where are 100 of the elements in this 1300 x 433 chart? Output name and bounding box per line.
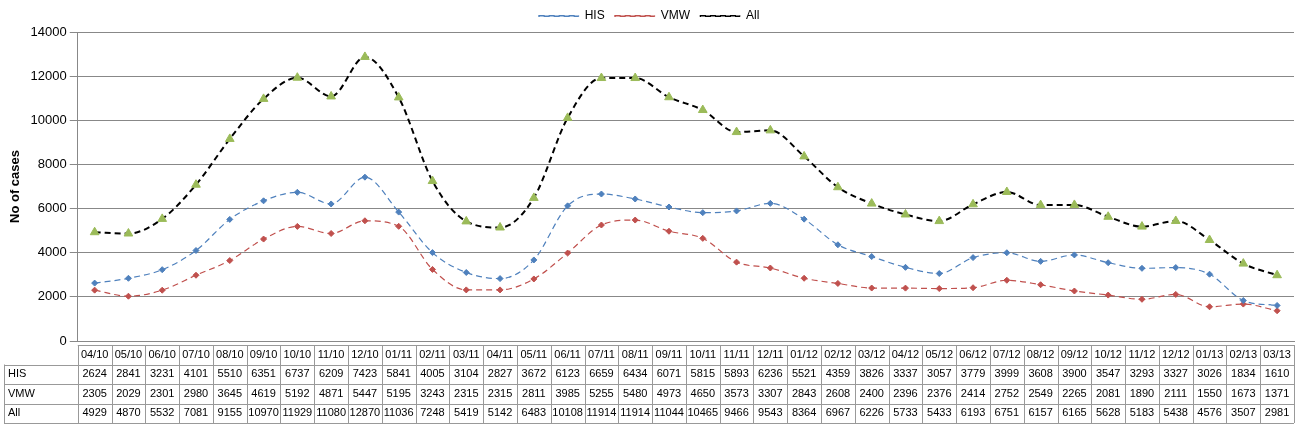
point [1003, 276, 1011, 284]
data-label: 5893 [724, 367, 749, 380]
x-tick-label: 07/11 [588, 347, 615, 360]
point [665, 203, 673, 211]
data-label: 9543 [758, 406, 783, 419]
data-label: 5195 [386, 386, 411, 399]
point [800, 215, 808, 223]
data-label: 3672 [521, 367, 547, 380]
data-label: 2301 [149, 386, 175, 399]
point [631, 216, 639, 224]
data-label: 11914 [620, 406, 651, 419]
x-tick-label: 03/13 [1263, 347, 1291, 360]
data-label: 5192 [285, 386, 310, 399]
data-label: 5532 [149, 406, 175, 419]
data-label: 2549 [1028, 386, 1053, 399]
point [1070, 251, 1078, 259]
x-tick-label: 01/12 [790, 347, 818, 360]
x-tick-label: 07/10 [182, 347, 210, 360]
data-label: 3231 [149, 367, 175, 380]
point [834, 241, 842, 249]
data-label: 1834 [1231, 367, 1256, 380]
data-label: 4619 [251, 386, 276, 399]
data-label: 3826 [859, 367, 884, 380]
point [1273, 307, 1281, 315]
data-label: 3999 [994, 367, 1020, 380]
y-tick-label: 10000 [30, 111, 67, 127]
y-tick-label: 14000 [30, 23, 67, 39]
point [1104, 291, 1112, 299]
data-label: 3645 [217, 386, 243, 399]
point [462, 286, 470, 294]
data-label: 1550 [1197, 386, 1222, 399]
data-label: 6967 [825, 406, 851, 419]
data-label: 2315 [487, 386, 513, 399]
data-label: 3507 [1231, 406, 1256, 419]
data-label: 3307 [758, 386, 783, 399]
data-label: 3779 [960, 367, 986, 380]
x-tick-label: 05/11 [520, 347, 548, 360]
x-tick-label: 06/11 [554, 347, 581, 360]
data-label: 6737 [285, 367, 310, 380]
data-label: 2396 [893, 386, 918, 399]
data-label: 5419 [454, 406, 479, 419]
point [293, 188, 301, 196]
data-label: 6236 [758, 367, 783, 380]
data-label: 5815 [690, 367, 716, 380]
data-label: 2029 [116, 386, 141, 399]
y-tick-label: 6000 [37, 200, 67, 216]
data-label: 6351 [251, 367, 276, 380]
data-label: 5510 [217, 367, 243, 380]
data-label: 10970 [248, 406, 279, 419]
data-label: 2081 [1095, 386, 1121, 399]
data-label: 11929 [282, 406, 313, 419]
data-label: 5255 [589, 386, 614, 399]
x-tick-label: 12/12 [1161, 347, 1190, 360]
point [1138, 295, 1146, 303]
point [935, 270, 943, 278]
point [260, 235, 268, 243]
point [124, 274, 132, 282]
data-label: 11044 [654, 406, 684, 419]
point [733, 258, 741, 266]
data-label: 2827 [487, 367, 513, 380]
x-tick-label: 03/11 [452, 347, 480, 360]
point [631, 195, 639, 203]
point [1104, 259, 1112, 267]
point [91, 286, 99, 294]
point [564, 249, 572, 257]
x-tick-label: 06/12 [959, 347, 987, 360]
data-label: 1673 [1231, 386, 1256, 399]
data-label: 2400 [859, 386, 884, 399]
data-label: 4359 [825, 367, 851, 380]
data-label: 6483 [521, 406, 547, 419]
y-tick-label: 0 [59, 332, 67, 348]
point [665, 227, 673, 235]
x-tick-label: 12/11 [756, 347, 784, 360]
data-label: 6071 [656, 367, 682, 380]
point [969, 254, 977, 262]
point [1172, 264, 1180, 272]
x-tick-label: 09/11 [655, 347, 683, 360]
data-label: 7248 [420, 406, 445, 419]
data-label: 12870 [349, 406, 381, 419]
point [901, 263, 909, 271]
data-label: 6226 [859, 406, 884, 419]
point [496, 286, 504, 294]
point [462, 268, 470, 276]
data-label: 1890 [1129, 386, 1155, 399]
data-label: 2811 [522, 386, 546, 399]
point [1003, 249, 1011, 257]
data-label: 3985 [555, 386, 580, 399]
data-label: 3337 [893, 367, 918, 380]
data-label: 5433 [927, 406, 952, 419]
data-label: 4101 [183, 367, 209, 380]
data-label: 2265 [1062, 386, 1087, 399]
data-label: 2981 [1264, 406, 1290, 419]
point [1206, 303, 1214, 311]
data-label: 2752 [994, 386, 1020, 399]
point [969, 284, 977, 292]
y-axis-title: No of cases [7, 150, 23, 223]
data-label: 3104 [454, 367, 479, 380]
data-label: 2376 [927, 386, 952, 399]
data-label: 4005 [420, 367, 445, 380]
x-tick-label: 07/12 [993, 347, 1021, 360]
